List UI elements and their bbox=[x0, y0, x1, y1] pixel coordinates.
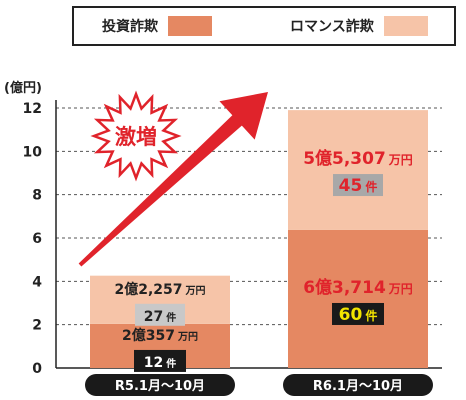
legend: 投資詐欺 ロマンス詐欺 bbox=[72, 6, 456, 46]
legend-swatch-romance bbox=[383, 16, 428, 36]
y-tick-label: 0 bbox=[32, 361, 42, 377]
data-label-romance-value: 2億2,257 万円 bbox=[114, 281, 205, 298]
legend-swatch-investment bbox=[168, 16, 212, 36]
y-tick-label: 4 bbox=[32, 274, 42, 290]
count-badge-investment bbox=[134, 349, 186, 372]
count-badge-romance bbox=[135, 303, 185, 326]
bar-romance bbox=[288, 110, 428, 230]
y-axis-unit: (億円) bbox=[4, 80, 42, 96]
x-tick-label: R5.1月〜10月 bbox=[115, 379, 205, 394]
y-tick-label: 10 bbox=[23, 144, 43, 160]
bar-investment bbox=[288, 229, 428, 368]
y-tick-label: 6 bbox=[32, 231, 42, 247]
x-tick-label: R6.1月〜10月 bbox=[313, 379, 403, 394]
x-category-pill bbox=[85, 374, 235, 396]
legend-item-investment: 投資詐欺 bbox=[102, 16, 212, 36]
legend-label-investment: 投資詐欺 bbox=[102, 19, 158, 35]
y-tick-label: 12 bbox=[23, 101, 42, 117]
count-badge-investment bbox=[332, 302, 384, 325]
legend-label-romance: ロマンス詐欺 bbox=[290, 19, 374, 35]
data-label-investment-value: 2億357 万円 bbox=[122, 327, 198, 344]
starburst bbox=[90, 90, 182, 182]
y-tick-label: 2 bbox=[32, 318, 42, 334]
count-badge-romance bbox=[333, 174, 383, 197]
annotation-label: 激増 bbox=[115, 125, 157, 149]
count-label-romance: 27 件 bbox=[144, 309, 176, 325]
x-category-pill bbox=[283, 374, 433, 396]
count-label-investment: 60 件 bbox=[339, 305, 378, 325]
count-label-romance: 45 件 bbox=[339, 176, 378, 196]
y-tick-label: 8 bbox=[32, 188, 42, 204]
count-label-investment: 12 件 bbox=[144, 355, 176, 371]
legend-item-romance: ロマンス詐欺 bbox=[290, 16, 428, 36]
increase-arrow bbox=[78, 92, 268, 267]
data-label-romance-value: 5億5,307 万円 bbox=[303, 148, 413, 169]
data-label-investment-value: 6億3,714 万円 bbox=[303, 277, 413, 298]
